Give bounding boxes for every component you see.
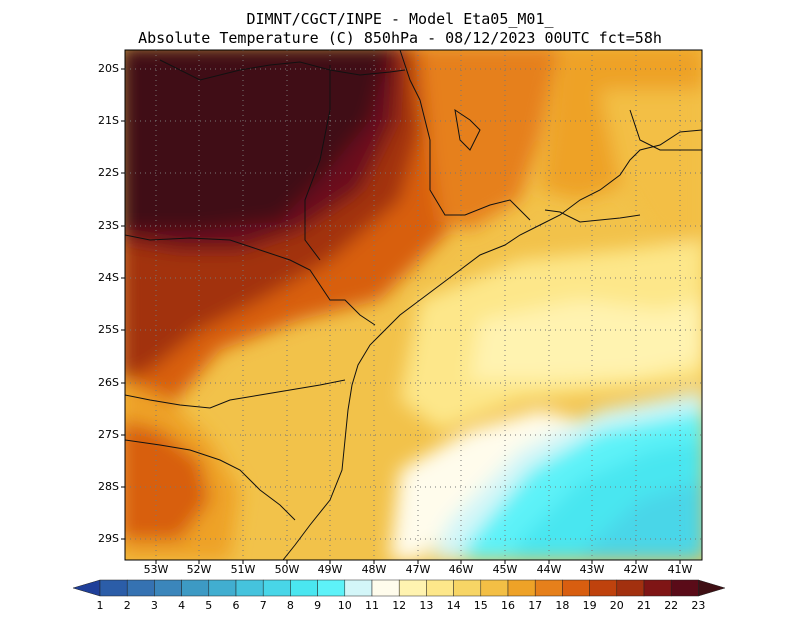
colorbar-segment [589, 579, 618, 597]
lat-lon-grid [125, 50, 702, 560]
colorbar-segment [208, 579, 237, 597]
colorbar-segment [426, 579, 454, 597]
colorbar-label: 15 [473, 599, 488, 612]
colorbar-segment [371, 579, 400, 597]
map-title-line2: Absolute Temperature (C) 850hPa - 08/12/… [138, 29, 662, 47]
colorbar-label: 5 [205, 599, 213, 612]
map-frame [124, 49, 703, 561]
coastline-and-borders [125, 50, 702, 560]
lat-label: 29S [98, 532, 119, 545]
colorbar-segment [317, 579, 346, 597]
colorbar-label: 19 [582, 599, 597, 612]
lat-label: 28S [98, 480, 119, 493]
lon-label: 46W [448, 563, 474, 576]
colorbar-segment [507, 579, 536, 597]
colorbar-label: 2 [123, 599, 131, 612]
colorbar-label: 21 [637, 599, 651, 612]
colorbar-label: 7 [259, 599, 267, 612]
lon-label: 41W [667, 563, 693, 576]
lon-label: 53W [143, 563, 169, 576]
lat-label: 25S [98, 323, 119, 336]
colorbar-label: 22 [664, 599, 679, 612]
colorbar-segment [154, 579, 182, 597]
colorbar-segment [344, 579, 373, 597]
colorbar-segment [453, 579, 482, 597]
lat-label: 20S [98, 62, 119, 75]
lon-label: 52W [186, 563, 212, 576]
lon-label: 43W [579, 563, 605, 576]
lat-label: 24S [98, 271, 119, 284]
axis-ticks [121, 68, 681, 564]
lon-label: 42W [623, 563, 649, 576]
colorbar-label: 1 [96, 599, 104, 612]
colorbar-arrow-high [698, 579, 726, 597]
colorbar-label: 10 [337, 599, 352, 612]
colorbar-label: 11 [365, 599, 379, 612]
colorbar-segment [643, 579, 672, 597]
lon-label: 51W [230, 563, 256, 576]
colorbar-segment [181, 579, 210, 597]
colorbar-segment [99, 579, 128, 597]
colorbar-label: 4 [178, 599, 186, 612]
lat-label: 23S [98, 219, 119, 232]
colorbar-label: 18 [555, 599, 570, 612]
colorbar-segment [235, 579, 264, 597]
colorbar-label: 17 [528, 599, 543, 612]
colorbar-label: 23 [691, 599, 706, 612]
lon-label: 48W [361, 563, 387, 576]
colorbar-segment [262, 579, 291, 597]
colorbar-label: 13 [419, 599, 434, 612]
colorbar-label: 14 [446, 599, 461, 612]
lat-label: 21S [98, 114, 119, 127]
colorbar-label: 16 [501, 599, 515, 612]
colorbar [72, 579, 726, 597]
lon-label: 45W [492, 563, 518, 576]
colorbar-segment [480, 579, 509, 597]
lon-label: 44W [536, 563, 562, 576]
colorbar-segment [534, 579, 563, 597]
lon-label: 50W [274, 563, 300, 576]
map-title-line1: DIMNT/CGCT/INPE - Model Eta05_M01_ [246, 10, 554, 28]
colorbar-segment [290, 579, 318, 597]
lat-label: 27S [98, 428, 119, 441]
colorbar-segment [670, 579, 699, 597]
colorbar-label: 6 [232, 599, 240, 612]
colorbar-label: 3 [150, 599, 158, 612]
colorbar-label: 20 [609, 599, 624, 612]
lon-label: 47W [405, 563, 431, 576]
lon-label: 49W [317, 563, 343, 576]
colorbar-label: 8 [286, 599, 294, 612]
lat-label: 22S [98, 166, 119, 179]
lat-label: 26S [98, 376, 119, 389]
colorbar-label: 12 [392, 599, 407, 612]
colorbar-segment [562, 579, 590, 597]
temperature-field [125, 50, 702, 560]
colorbar-segment [126, 579, 155, 597]
colorbar-segment [398, 579, 427, 597]
colorbar-segment [616, 579, 645, 597]
colorbar-label: 9 [314, 599, 322, 612]
colorbar-arrow-low [72, 579, 101, 597]
